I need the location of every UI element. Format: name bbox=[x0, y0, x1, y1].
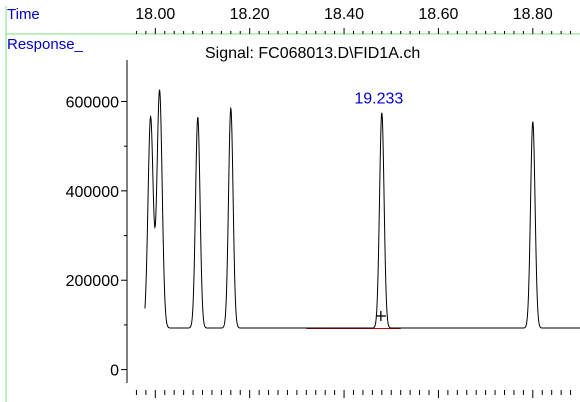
x-tick-label: 18.40 bbox=[324, 6, 364, 23]
response-axis-label: Response_ bbox=[7, 36, 84, 53]
signal-title: Signal: FC068013.D\FID1A.ch bbox=[205, 45, 420, 62]
peak-annotation-label: 19.233 bbox=[354, 91, 403, 108]
integration-marker bbox=[375, 310, 386, 321]
x-axis-bottom-ticks bbox=[135, 390, 572, 398]
y-axis: 0 200000 400000 600000 bbox=[66, 94, 127, 380]
chromatogram-trace bbox=[144, 89, 580, 329]
x-tick-label: 18.80 bbox=[513, 6, 553, 23]
y-tick-label: 400000 bbox=[66, 184, 119, 201]
y-tick-label: 600000 bbox=[66, 94, 119, 111]
x-tick-label: 18.00 bbox=[135, 6, 175, 23]
y-tick-label: 0 bbox=[110, 363, 119, 380]
x-tick-label: 18.60 bbox=[418, 6, 458, 23]
x-axis-top: 18.00 18.20 18.40 18.60 18.80 bbox=[135, 6, 572, 34]
x-tick-label: 18.20 bbox=[230, 6, 270, 23]
y-tick-label: 200000 bbox=[66, 273, 119, 290]
time-axis-label: Time bbox=[7, 6, 40, 23]
